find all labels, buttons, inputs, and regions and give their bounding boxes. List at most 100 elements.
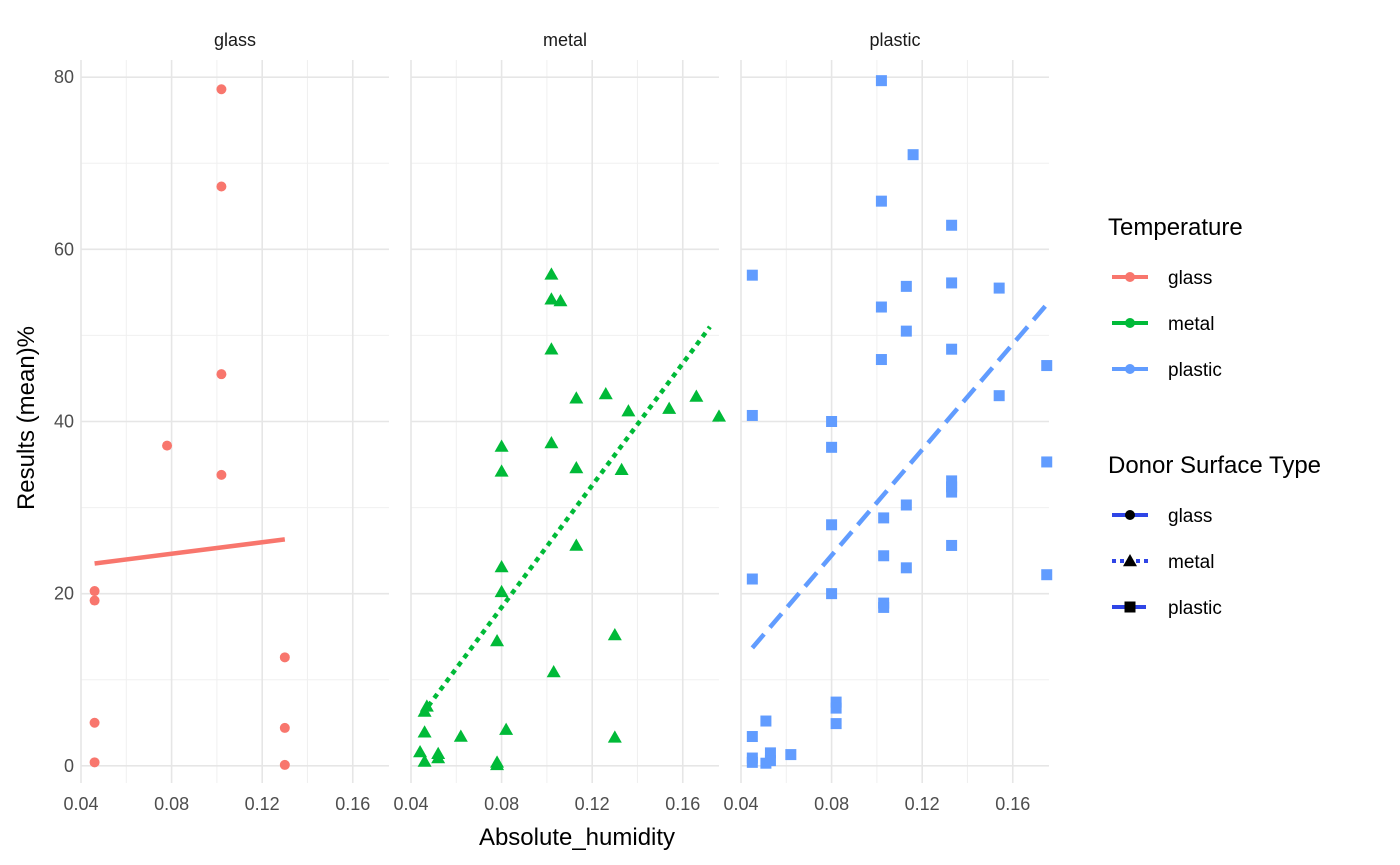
data-point-metal bbox=[544, 292, 559, 305]
data-point-plastic bbox=[746, 731, 758, 743]
legend-label-glass: glass bbox=[1168, 506, 1212, 527]
data-point-glass bbox=[279, 759, 290, 770]
data-point-metal bbox=[662, 401, 677, 414]
data-point-plastic bbox=[746, 269, 758, 281]
data-point-plastic bbox=[1041, 360, 1053, 372]
data-point-plastic bbox=[830, 696, 842, 708]
data-point-plastic bbox=[878, 512, 890, 524]
data-point-metal bbox=[544, 436, 559, 449]
legend-label-plastic: plastic bbox=[1168, 598, 1222, 619]
legend-label-metal: metal bbox=[1168, 552, 1214, 573]
data-point-metal bbox=[499, 722, 514, 735]
data-point-plastic bbox=[993, 390, 1005, 402]
legend-temperature: Temperature glass metal plastic bbox=[1108, 214, 1243, 381]
x-tick-label: 0.04 bbox=[723, 794, 758, 814]
data-point-plastic bbox=[826, 416, 838, 427]
data-point-metal bbox=[569, 460, 584, 474]
y-tick-label: 40 bbox=[54, 412, 74, 432]
data-point-plastic bbox=[878, 601, 890, 613]
fit-line-metal bbox=[420, 325, 712, 716]
data-point-plastic bbox=[1041, 569, 1053, 581]
data-point-metal bbox=[490, 755, 505, 768]
data-point-metal bbox=[419, 699, 434, 712]
facet-panel-metal: metal 0.04 0.08 0.12 0.16 bbox=[393, 30, 726, 814]
fit-line-plastic bbox=[750, 302, 1049, 650]
facet-panel-glass: glass 0.04 0.08 0.12 0.16 0 20 40 60 80 bbox=[54, 30, 389, 814]
y-tick-label: 80 bbox=[54, 67, 74, 87]
x-tick-label: 0.12 bbox=[575, 794, 610, 814]
data-point-plastic bbox=[830, 702, 842, 714]
data-point-plastic bbox=[878, 550, 890, 562]
data-point-glass bbox=[89, 595, 100, 606]
x-tick-label: 0.16 bbox=[335, 794, 370, 814]
data-point-plastic bbox=[900, 325, 912, 337]
data-point-metal bbox=[494, 464, 509, 477]
x-tick-label: 0.04 bbox=[63, 794, 98, 814]
x-tick-label: 0.12 bbox=[245, 794, 280, 814]
data-point-metal bbox=[569, 538, 584, 551]
data-point-metal bbox=[607, 730, 622, 743]
data-point-plastic bbox=[946, 277, 958, 289]
data-point-plastic bbox=[946, 486, 958, 498]
data-point-metal bbox=[417, 725, 432, 738]
x-tick-label: 0.16 bbox=[665, 794, 700, 814]
data-point-plastic bbox=[946, 219, 958, 231]
data-point-plastic bbox=[830, 718, 842, 730]
y-tick-label: 20 bbox=[54, 584, 74, 604]
data-point-metal bbox=[494, 584, 509, 598]
facet-strip-label-plastic: plastic bbox=[869, 30, 920, 50]
data-point-metal bbox=[494, 559, 509, 573]
facet-strip-label-metal: metal bbox=[543, 30, 587, 50]
x-axis-title: Absolute_humidity bbox=[479, 824, 675, 851]
y-tick-label: 60 bbox=[54, 239, 74, 259]
data-point-glass bbox=[89, 717, 100, 728]
data-point-glass bbox=[89, 586, 100, 597]
data-point-glass bbox=[216, 181, 227, 192]
data-point-plastic bbox=[760, 715, 772, 727]
legend-key-shape-plastic bbox=[1124, 601, 1136, 613]
data-point-plastic bbox=[826, 441, 838, 453]
data-point-plastic bbox=[785, 749, 797, 761]
data-point-metal bbox=[453, 729, 468, 742]
data-point-plastic bbox=[746, 756, 758, 768]
data-point-plastic bbox=[746, 573, 758, 585]
legend-label-plastic: plastic bbox=[1168, 360, 1222, 381]
data-point-metal bbox=[607, 627, 622, 641]
data-point-glass bbox=[216, 84, 227, 95]
data-point-metal bbox=[544, 267, 559, 280]
legend-temperature-title: Temperature bbox=[1108, 214, 1243, 241]
data-point-glass bbox=[279, 722, 290, 733]
x-tick-label: 0.08 bbox=[814, 794, 849, 814]
legend-key-dot-plastic bbox=[1125, 364, 1135, 374]
data-point-metal bbox=[614, 462, 629, 475]
facet-panel-plastic: plastic 0.04 0.08 0.12 0.16 bbox=[723, 30, 1053, 814]
data-point-metal bbox=[494, 439, 509, 452]
data-point-glass bbox=[216, 469, 227, 480]
data-point-metal bbox=[546, 664, 561, 678]
data-point-glass bbox=[216, 369, 227, 380]
data-point-metal bbox=[621, 404, 636, 417]
data-point-plastic bbox=[1041, 456, 1053, 468]
data-point-plastic bbox=[993, 282, 1005, 294]
data-point-metal bbox=[417, 754, 432, 767]
data-point-plastic bbox=[875, 75, 887, 87]
data-point-plastic bbox=[875, 301, 887, 313]
facet-strip-label-glass: glass bbox=[214, 30, 256, 50]
x-tick-label: 0.04 bbox=[393, 794, 428, 814]
legend-key-dot-glass bbox=[1125, 272, 1135, 282]
fit-line-glass bbox=[94, 537, 286, 566]
data-point-metal bbox=[689, 389, 704, 402]
legend-key-shape-glass bbox=[1125, 510, 1135, 520]
data-point-plastic bbox=[875, 195, 887, 207]
data-point-plastic bbox=[826, 519, 838, 531]
legend-key-shape-metal bbox=[1123, 554, 1137, 567]
data-point-metal bbox=[490, 633, 505, 647]
x-tick-label: 0.16 bbox=[995, 794, 1030, 814]
data-point-metal bbox=[431, 746, 446, 759]
data-point-plastic bbox=[746, 409, 758, 421]
data-point-metal bbox=[413, 745, 428, 758]
data-point-plastic bbox=[907, 149, 919, 161]
data-point-plastic bbox=[900, 499, 912, 511]
legend-donor-surface-title: Donor Surface Type bbox=[1108, 452, 1321, 479]
